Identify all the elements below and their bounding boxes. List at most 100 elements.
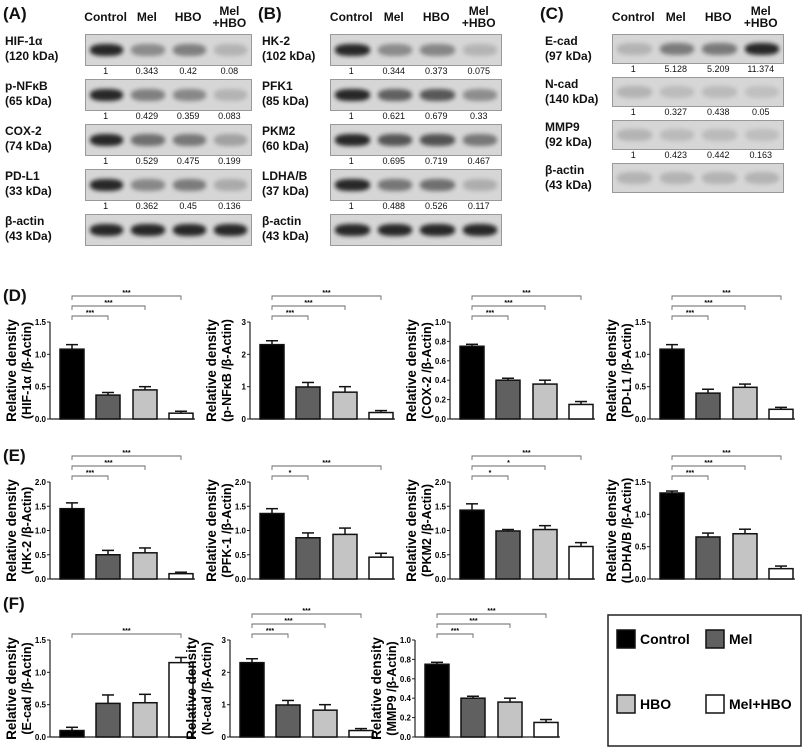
protein-band bbox=[90, 89, 124, 101]
protein-band bbox=[131, 44, 165, 56]
panel-label: (B) bbox=[258, 4, 282, 23]
density-value: 1 bbox=[348, 111, 354, 121]
density-value: 0.05 bbox=[751, 107, 770, 117]
lane-header: Mel bbox=[665, 10, 686, 24]
protein-band bbox=[213, 224, 247, 236]
y-tick-label: 1.0 bbox=[35, 350, 47, 359]
y-tick-label: 0.5 bbox=[35, 383, 47, 392]
protein-band bbox=[744, 129, 779, 141]
protein-band bbox=[702, 43, 737, 55]
significance-bracket bbox=[71, 305, 146, 310]
density-value: 1 bbox=[630, 107, 636, 117]
significance-label: *** bbox=[122, 450, 130, 457]
significance-label: * bbox=[289, 470, 292, 477]
chart-7: Relative density (LDHA/B /β-Actin) 0.0 0.5 1… bbox=[604, 450, 795, 584]
y-tick-label: 0.0 bbox=[435, 415, 447, 424]
y-tick-label: 3 bbox=[242, 318, 247, 327]
significance-bracket bbox=[251, 623, 326, 628]
significance-bracket bbox=[471, 465, 546, 470]
bar-control bbox=[659, 492, 685, 580]
protein-band bbox=[172, 134, 206, 146]
y-tick-label: 1.5 bbox=[35, 318, 47, 327]
blot-strip bbox=[330, 124, 502, 156]
significance-bracket bbox=[671, 295, 782, 300]
significance-label: *** bbox=[86, 470, 94, 477]
protein-label: E-cad (97 kDa) bbox=[545, 34, 592, 63]
bar-hbo bbox=[332, 391, 358, 420]
y-tick-label: 1.5 bbox=[435, 502, 447, 511]
bar-control bbox=[59, 729, 85, 738]
y-tick-label: 0.8 bbox=[400, 655, 412, 664]
protein-band bbox=[462, 224, 497, 236]
bar-mel-hbo bbox=[368, 556, 394, 580]
protein-band bbox=[377, 224, 412, 236]
y-axis-label: Relative density bbox=[204, 479, 219, 582]
bar-mel-hbo bbox=[168, 572, 194, 580]
bar-hbo bbox=[312, 709, 338, 738]
protein-band bbox=[462, 179, 497, 191]
y-tick-label: 0.2 bbox=[435, 396, 447, 405]
bar-hbo bbox=[732, 386, 758, 420]
bar-mel bbox=[95, 554, 121, 580]
bar-control bbox=[59, 348, 85, 420]
density-value: 0.359 bbox=[176, 111, 200, 121]
protein-band bbox=[213, 44, 247, 56]
legend-item: Mel+HBO bbox=[705, 694, 792, 714]
significance-label: *** bbox=[686, 310, 694, 317]
protein-band bbox=[90, 179, 124, 191]
chart-9: Relative density (N-cad /β-Actin) 0 1 2 3 *** *… bbox=[184, 608, 375, 742]
y-tick-label: 0.2 bbox=[400, 714, 412, 723]
significance-label: *** bbox=[322, 290, 330, 297]
significance-label: * bbox=[507, 460, 510, 467]
bar-mel-hbo bbox=[368, 411, 394, 420]
significance-label: *** bbox=[302, 608, 310, 615]
y-tick-label: 1.0 bbox=[235, 527, 247, 536]
protein-band bbox=[131, 134, 165, 146]
y-tick-label: 1 bbox=[222, 701, 227, 710]
bar-control bbox=[259, 343, 285, 420]
lane-header: Mel +HBO bbox=[743, 4, 778, 30]
significance-label: *** bbox=[722, 290, 730, 297]
bar-mel-hbo bbox=[533, 721, 559, 738]
y-axis-label: (LDHA/B /β-Actin) bbox=[620, 478, 634, 584]
lane-header: Control bbox=[84, 10, 127, 24]
y-tick-label: 0 bbox=[222, 733, 227, 742]
y-axis-label: (HK-2 /β-Actin) bbox=[20, 487, 34, 574]
significance-label: *** bbox=[104, 300, 112, 307]
protein-band bbox=[420, 179, 455, 191]
bar-hbo bbox=[132, 701, 158, 738]
chart-10: Relative density (MMP9 /β-Actin)0.0 0.2 0.4… bbox=[369, 608, 560, 742]
protein-band bbox=[172, 44, 206, 56]
y-tick-label: 0.4 bbox=[435, 376, 447, 385]
density-value: 1 bbox=[348, 201, 354, 211]
significance-label: *** bbox=[686, 470, 694, 477]
blot-strip bbox=[330, 79, 502, 111]
density-value: 1 bbox=[103, 111, 109, 121]
significance-bracket bbox=[671, 305, 746, 310]
blot-strip bbox=[330, 214, 502, 246]
y-tick-label: 1.0 bbox=[635, 510, 647, 519]
protein-band bbox=[462, 44, 497, 56]
protein-band bbox=[744, 43, 779, 55]
lane-header: HBO bbox=[704, 10, 732, 24]
significance-bracket bbox=[471, 455, 582, 460]
protein-band bbox=[335, 44, 370, 56]
significance-bracket bbox=[671, 465, 746, 470]
density-value: 0.438 bbox=[706, 107, 730, 117]
blot-strip bbox=[612, 34, 784, 64]
density-value: 0.343 bbox=[135, 66, 159, 76]
significance-bracket bbox=[436, 633, 474, 638]
y-tick-label: 0.5 bbox=[635, 543, 647, 552]
bar-hbo bbox=[532, 528, 558, 580]
significance-label: * bbox=[489, 470, 492, 477]
y-tick-label: 0 bbox=[242, 415, 247, 424]
significance-bracket bbox=[671, 455, 782, 460]
y-axis-label: (E-cad /β-Actin) bbox=[20, 642, 34, 734]
legend-swatch bbox=[705, 694, 725, 714]
density-value: 0.429 bbox=[135, 111, 159, 121]
protein-band bbox=[172, 224, 206, 236]
density-value: 11.374 bbox=[747, 64, 775, 74]
y-axis-label: (PFK-1 /β-Actin) bbox=[220, 483, 234, 577]
y-axis-label: Relative density bbox=[369, 637, 384, 740]
blot-strip bbox=[330, 169, 502, 201]
